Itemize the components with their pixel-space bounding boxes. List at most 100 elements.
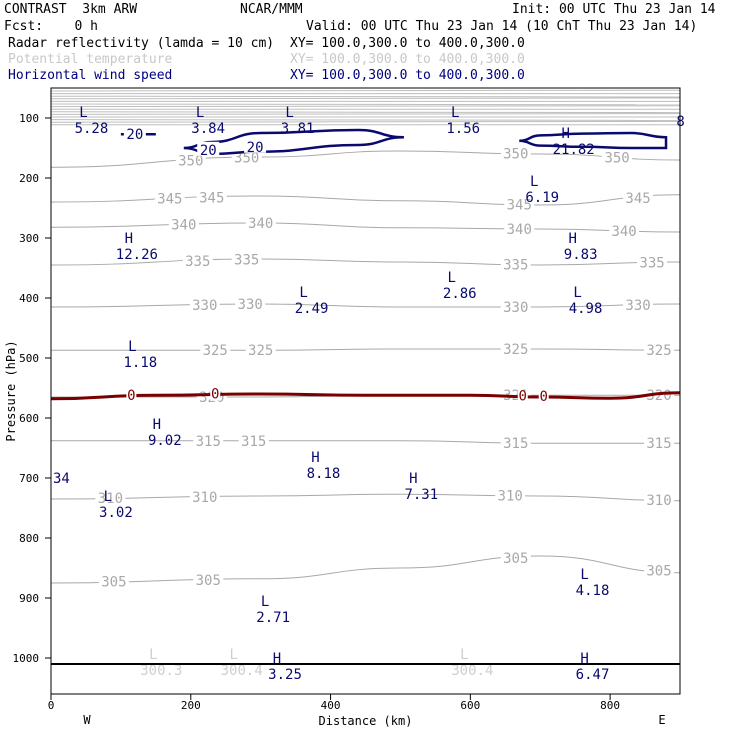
extremum-value: 2.71 (256, 610, 290, 626)
freezing-label-bg (538, 391, 549, 404)
edge-value: 34 (53, 471, 70, 487)
theta-label-bg (200, 342, 231, 357)
freezing-label: 0 (127, 388, 135, 404)
theta-label-bg (196, 189, 227, 204)
field-name-theta: Potential temperature (8, 52, 173, 67)
model-title: CONTRAST 3km ARW (4, 2, 138, 17)
freezing-label-bg (210, 388, 221, 401)
theta-label: 345 (157, 192, 182, 208)
theta-label-bg (245, 342, 276, 357)
theta-contour-305 (50, 555, 681, 584)
y-tick-label: 600 (19, 412, 39, 425)
plot-frame (50, 87, 681, 695)
extremum-low-marker: L (448, 270, 456, 286)
y-tick-label: 100 (19, 112, 39, 125)
theta-label-bg (495, 487, 526, 502)
y-tick-label: 900 (19, 592, 39, 605)
theta-label: 330 (503, 300, 528, 316)
wind-label-bg (197, 141, 220, 156)
theta-contour-315 (51, 440, 680, 444)
x-tick-label: 0 (48, 699, 55, 712)
theta-contour-330 (50, 303, 681, 308)
y-tick-label: 400 (19, 292, 39, 305)
theta-label: 330 (238, 297, 263, 313)
theta-label-bg (500, 299, 531, 313)
extremum-value: 12.26 (116, 247, 158, 263)
extremum-value: 4.18 (576, 583, 610, 599)
theta-contour-345 (50, 194, 681, 206)
extremum-low-marker: L (573, 285, 581, 301)
theta-label-bg (245, 215, 276, 229)
wind-label: 20 (247, 140, 264, 156)
theta-label: 340 (248, 216, 273, 232)
theta-label: 305 (196, 573, 221, 589)
extremum-value: 6.19 (525, 190, 559, 206)
freezing-contour (50, 391, 681, 401)
extremum-low-marker: L (261, 594, 269, 610)
theta-label-bg (602, 149, 633, 164)
theta-label: 350 (234, 151, 259, 167)
freezing-label: 0 (211, 387, 219, 403)
theta-label: 325 (646, 343, 671, 359)
theta-label-bg (500, 341, 531, 355)
theta-label-bg (644, 435, 675, 450)
y-tick-label: 300 (19, 232, 39, 245)
extremum-value: 3.81 (281, 121, 315, 137)
theta-label: 325 (503, 342, 528, 358)
west-label: W (83, 713, 91, 727)
init-time: Init: 00 UTC Thu 23 Jan 14 (512, 2, 716, 17)
extremum-low-marker: L (285, 105, 293, 121)
theta-label: 325 (248, 343, 273, 359)
theta-label: 315 (196, 434, 221, 450)
theta-label-bg (189, 488, 220, 503)
theta-label: 345 (625, 191, 650, 207)
theta-label-bg (504, 220, 535, 235)
theta-label-bg (504, 196, 535, 211)
theta-label: 315 (241, 434, 266, 450)
upper-theta-line (50, 89, 681, 92)
extremum-high-marker: H (153, 417, 161, 433)
field-name-reflectivity: Radar reflectivity (lamda = 10 cm) (8, 36, 275, 51)
theta-label-bg (500, 256, 531, 271)
x-tick-label: 400 (321, 699, 341, 712)
wind-label: 20 (126, 127, 143, 143)
freezing-label-bg (126, 390, 137, 403)
organization-label: NCAR/MMM (240, 2, 303, 17)
extremum-value: 7.31 (404, 487, 438, 503)
theta-label-bg (500, 434, 531, 449)
extremum-low-marker: L (79, 105, 87, 121)
upper-theta-line (50, 113, 681, 115)
x-tick-label: 600 (460, 699, 480, 712)
theta-contour-350 (50, 150, 681, 168)
extremum-value: 21.82 (553, 142, 595, 158)
theta-label: 330 (192, 298, 217, 314)
theta-label: 330 (625, 298, 650, 314)
field-xy-reflectivity: XY= 100.0,300.0 to 400.0,300.0 (290, 36, 525, 51)
theta-label-bg (231, 251, 262, 266)
upper-theta-line (50, 111, 681, 114)
surface-low-marker: L (229, 647, 237, 663)
extremum-value: 6.47 (576, 667, 610, 683)
theta-label: 315 (503, 436, 528, 452)
extremum-high-marker: H (125, 231, 133, 247)
theta-label-bg (189, 296, 220, 311)
theta-label: 340 (171, 218, 196, 234)
extremum-value: 3.25 (268, 667, 302, 683)
y-tick-label: 800 (19, 532, 39, 545)
theta-label-bg (98, 573, 129, 588)
theta-label: 305 (101, 575, 126, 591)
theta-label-bg (623, 296, 654, 311)
theta-label-bg (154, 190, 185, 205)
surface-low-marker: L (149, 647, 157, 663)
extremum-low-marker: L (104, 489, 112, 505)
theta-label: 310 (498, 489, 523, 505)
extremum-value: 9.83 (564, 247, 598, 263)
surface-theta-value: 300.4 (221, 663, 263, 679)
upper-theta-line (50, 119, 681, 121)
extremum-high-marker: H (409, 471, 417, 487)
theta-label: 340 (507, 222, 532, 238)
extremum-value: 9.02 (148, 433, 182, 449)
